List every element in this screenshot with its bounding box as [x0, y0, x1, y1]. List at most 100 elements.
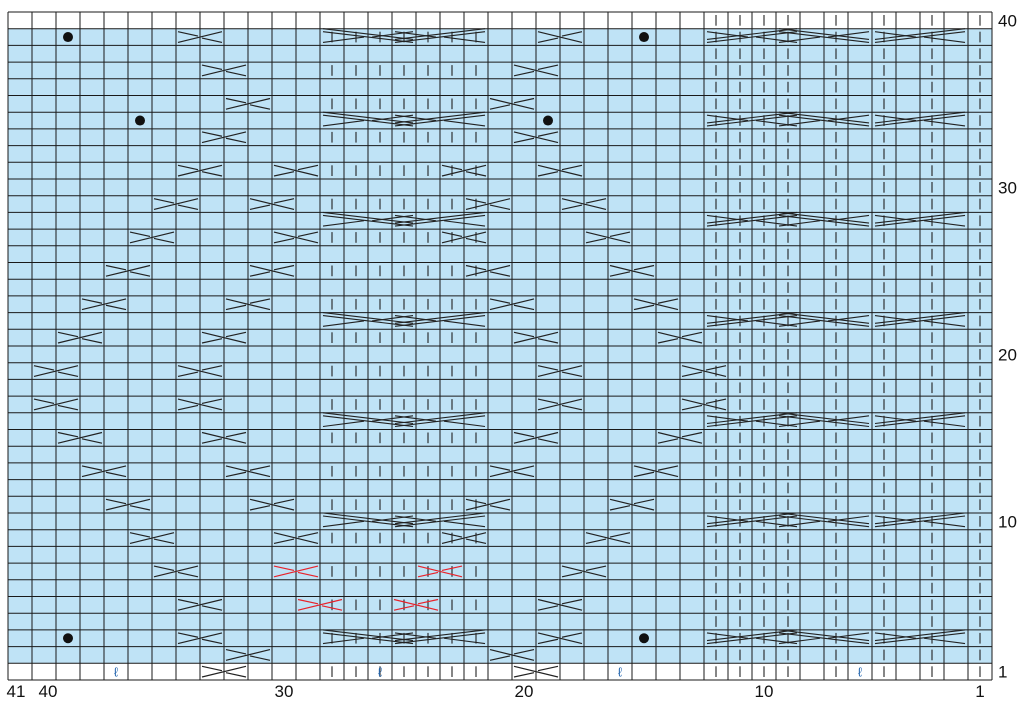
- lattice-cross: [489, 97, 535, 110]
- lattice-cross: [201, 638, 223, 645]
- panel-cable: [923, 420, 966, 428]
- lattice-cross: [105, 471, 127, 478]
- lattice-cross: [537, 632, 583, 645]
- lattice-cross: [561, 204, 583, 210]
- lattice-cross: [681, 404, 703, 411]
- panel-cable: [706, 211, 798, 224]
- center-cable: [394, 415, 486, 428]
- lattice-cross: [537, 31, 583, 43]
- lattice-cross: [585, 538, 607, 544]
- lattice-cross: [561, 571, 583, 578]
- panel-cable: [827, 214, 870, 222]
- bobble: [543, 115, 553, 126]
- lattice-cross: [129, 231, 151, 238]
- center-cable: [443, 520, 486, 528]
- panel-cable: [755, 220, 798, 227]
- lattice-cross: [201, 665, 223, 672]
- lattice-cross: [273, 264, 295, 271]
- lattice-cross: [201, 171, 223, 177]
- lattice-cross: [57, 371, 79, 377]
- lattice-cross: [225, 298, 271, 311]
- lattice-cross: [537, 365, 583, 377]
- lattice-cross: [249, 204, 271, 210]
- column-label: 1: [975, 682, 984, 701]
- lattice-cross: [489, 465, 511, 471]
- center-cable: [322, 114, 414, 127]
- panel-cable: [874, 312, 966, 324]
- row-label: 1: [998, 663, 1007, 682]
- lattice-cross: [465, 538, 487, 544]
- panel-cable: [755, 36, 798, 43]
- highlight-cross: [393, 598, 439, 611]
- lattice-cross: [201, 37, 223, 43]
- lattice-cross: [681, 331, 703, 338]
- lattice-cross: [465, 171, 487, 177]
- lattice-cross: [201, 331, 247, 344]
- center-cable: [371, 214, 414, 222]
- lattice-cross: [33, 365, 79, 377]
- lattice-cross: [129, 532, 151, 538]
- lattice-cross: [489, 204, 511, 210]
- center-cable: [394, 315, 437, 322]
- panel-cable: [706, 31, 749, 38]
- bobble: [63, 32, 73, 43]
- center-cable: [322, 520, 365, 528]
- lattice-cross: [177, 365, 223, 377]
- lattice-cross: [225, 97, 247, 104]
- lattice-cross: [537, 365, 559, 371]
- column-label: 10: [755, 682, 774, 701]
- panel-cable: [706, 632, 798, 645]
- lattice-cross: [633, 465, 679, 478]
- lattice-cross: [513, 131, 559, 144]
- center-cable: [322, 120, 365, 127]
- lattice-cross: [513, 649, 535, 655]
- panel-cable: [874, 111, 966, 124]
- row-label: 20: [998, 345, 1017, 364]
- lattice-cross: [153, 565, 199, 578]
- lattice-cross: [201, 131, 247, 144]
- lattice-cross: [81, 298, 127, 311]
- panel-cable: [874, 31, 917, 38]
- center-cable: [394, 211, 486, 224]
- center-cable: [322, 312, 414, 324]
- lattice-cross: [489, 649, 535, 661]
- lattice-cross: [273, 231, 319, 244]
- lattice-cross: [177, 164, 199, 171]
- center-cable: [443, 120, 486, 127]
- panel-cable: [755, 420, 798, 428]
- panel-cable: [706, 512, 798, 525]
- center-cable: [394, 31, 437, 38]
- lattice-cross: [513, 471, 535, 478]
- highlight-cross: [417, 571, 439, 578]
- lattice-cross: [33, 398, 79, 411]
- panel-cable: [706, 114, 798, 127]
- panel-cable: [755, 120, 798, 127]
- lattice-cross: [177, 571, 199, 578]
- panel-cable: [755, 320, 798, 327]
- lattice-cross: [225, 649, 247, 655]
- column-label: 30: [275, 682, 294, 701]
- lattice-cross: [225, 137, 247, 144]
- lattice-cross: [633, 298, 679, 311]
- lattice-cross: [153, 565, 175, 572]
- panel-cable: [778, 637, 821, 645]
- lattice-cross: [201, 365, 223, 371]
- center-cable: [322, 111, 414, 124]
- lattice-cross: [537, 598, 583, 611]
- center-cable: [371, 415, 414, 422]
- lattice-cross: [561, 31, 583, 37]
- lattice-cross: [81, 298, 103, 304]
- lattice-cross: [249, 498, 295, 511]
- center-cable: [371, 632, 414, 639]
- lattice-cross: [225, 471, 247, 478]
- panel-cable: [778, 632, 870, 645]
- highlight-cross: [441, 565, 463, 572]
- center-cable: [394, 114, 486, 127]
- lattice-cross: [513, 672, 535, 678]
- panel-cable: [706, 515, 749, 522]
- lattice-cross: [441, 231, 487, 244]
- panel-cable: [778, 31, 870, 43]
- panel-cable: [778, 111, 870, 124]
- lattice-cross: [681, 371, 703, 377]
